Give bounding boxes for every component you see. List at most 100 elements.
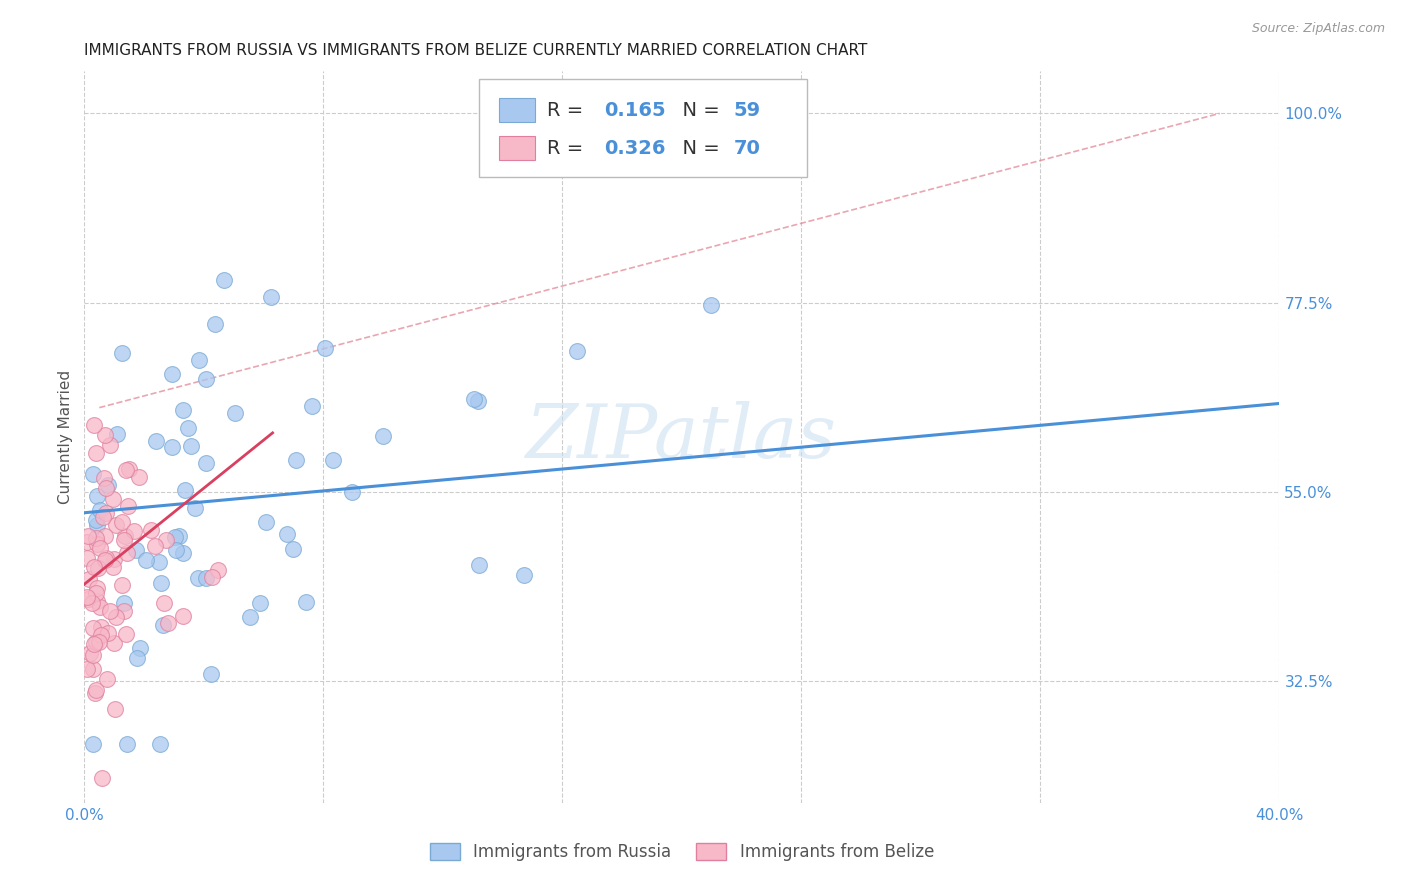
Point — [127, 651, 149, 665]
Point — [98, 438, 121, 452]
Point — [86, 581, 108, 595]
Point — [91, 771, 114, 785]
Point — [76, 535, 98, 549]
Point — [83, 637, 105, 651]
Point — [82, 621, 104, 635]
Point — [125, 543, 148, 558]
Point — [314, 341, 336, 355]
Point — [89, 541, 111, 555]
Point — [467, 393, 489, 408]
Point — [149, 737, 172, 751]
Point — [89, 503, 111, 517]
Point — [93, 470, 115, 484]
Point — [177, 420, 200, 434]
Point — [112, 596, 135, 610]
Point — [98, 604, 121, 618]
Bar — [499, 136, 534, 160]
Point — [172, 546, 194, 560]
Point — [122, 524, 145, 538]
Point — [212, 273, 235, 287]
Point — [94, 550, 117, 565]
Point — [200, 667, 222, 681]
Point — [83, 417, 105, 432]
Point — [84, 512, 107, 526]
Point — [101, 491, 124, 506]
Point — [153, 596, 176, 610]
Point — [160, 367, 183, 381]
Point — [76, 551, 98, 566]
Point — [195, 372, 218, 386]
Point — [172, 609, 194, 624]
Point — [82, 737, 104, 751]
Text: N =: N = — [671, 101, 725, 120]
Point — [77, 572, 100, 586]
Point — [163, 530, 186, 544]
Point — [111, 515, 134, 529]
Point — [254, 515, 277, 529]
Point — [84, 531, 107, 545]
Legend: Immigrants from Russia, Immigrants from Belize: Immigrants from Russia, Immigrants from … — [423, 836, 941, 868]
Point — [129, 640, 152, 655]
Point — [79, 646, 101, 660]
Point — [105, 427, 128, 442]
Point — [239, 610, 262, 624]
Point — [84, 686, 107, 700]
Point — [94, 553, 117, 567]
Text: Source: ZipAtlas.com: Source: ZipAtlas.com — [1251, 22, 1385, 36]
Point — [145, 434, 167, 448]
Point — [117, 737, 139, 751]
Point — [301, 399, 323, 413]
Point — [84, 446, 107, 460]
Point — [97, 477, 120, 491]
Point — [87, 561, 110, 575]
Point — [260, 290, 283, 304]
Point — [152, 617, 174, 632]
Point — [76, 592, 98, 607]
Point — [112, 604, 135, 618]
Point — [94, 428, 117, 442]
Point — [128, 469, 150, 483]
Y-axis label: Currently Married: Currently Married — [58, 370, 73, 504]
Point — [174, 483, 197, 498]
Point — [167, 529, 190, 543]
Point — [86, 489, 108, 503]
Point — [90, 620, 112, 634]
Point — [86, 635, 108, 649]
Point — [115, 627, 138, 641]
Point — [94, 528, 117, 542]
Point — [165, 542, 187, 557]
Point — [187, 353, 209, 368]
Point — [96, 672, 118, 686]
Point — [86, 683, 108, 698]
Point — [143, 539, 166, 553]
Point — [249, 596, 271, 610]
FancyBboxPatch shape — [479, 78, 807, 178]
Point — [76, 529, 98, 543]
Point — [111, 345, 134, 359]
Point — [83, 559, 105, 574]
Point — [101, 560, 124, 574]
Text: 0.326: 0.326 — [605, 138, 665, 158]
Point — [114, 528, 136, 542]
Point — [91, 510, 114, 524]
Point — [149, 575, 172, 590]
Point — [184, 500, 207, 515]
Point — [89, 635, 111, 649]
Point — [104, 702, 127, 716]
Text: R =: R = — [547, 101, 589, 120]
Text: R =: R = — [547, 138, 589, 158]
Point — [295, 595, 318, 609]
Point — [96, 481, 118, 495]
Point — [89, 600, 111, 615]
Point — [340, 485, 363, 500]
Point — [76, 662, 98, 676]
Point — [468, 558, 491, 573]
Point — [103, 635, 125, 649]
Point — [187, 571, 209, 585]
Text: 70: 70 — [734, 138, 761, 158]
Point — [201, 570, 224, 584]
Point — [194, 456, 217, 470]
Point — [172, 403, 194, 417]
Text: IMMIGRANTS FROM RUSSIA VS IMMIGRANTS FROM BELIZE CURRENTLY MARRIED CORRELATION C: IMMIGRANTS FROM RUSSIA VS IMMIGRANTS FRO… — [84, 43, 868, 58]
Point — [86, 518, 108, 533]
